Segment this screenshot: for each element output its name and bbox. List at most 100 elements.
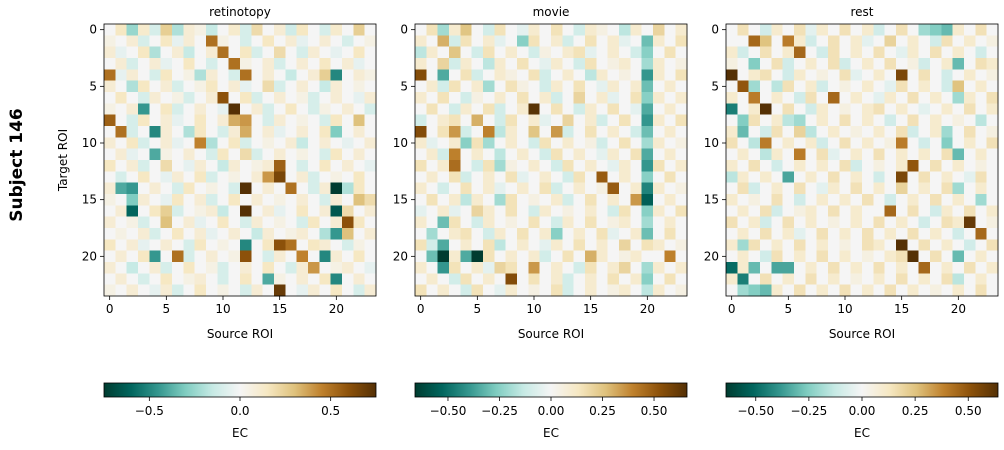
heatmap-cell [285, 273, 298, 286]
heatmap-cell [296, 80, 309, 93]
heatmap-cell [194, 69, 207, 82]
heatmap-cell [850, 205, 863, 218]
heatmap-cell [619, 69, 631, 82]
heatmap-cell [918, 92, 931, 104]
heatmap-cell [262, 35, 275, 48]
heatmap-cell [664, 262, 677, 274]
heatmap-cell [816, 35, 829, 48]
heatmap-cell [160, 262, 173, 274]
heatmap-cell [562, 228, 575, 240]
heatmap-cell [748, 250, 761, 263]
heatmap-cell [884, 273, 897, 286]
heatmap-cell [240, 228, 252, 240]
heatmap-cell [828, 182, 840, 195]
heatmap-cell [262, 239, 275, 252]
heatmap-cell [505, 114, 518, 127]
heatmap-cell [641, 46, 654, 59]
heatmap-cell [975, 228, 988, 240]
heatmap-cell [494, 194, 507, 206]
heatmap-cell [415, 194, 427, 206]
heatmap-cell [364, 171, 377, 184]
heatmap-cell [839, 160, 852, 172]
heatmap-cell [941, 80, 954, 93]
heatmap-cell [319, 171, 332, 184]
heatmap-cell [884, 92, 897, 104]
heatmap-cell [126, 205, 139, 218]
heatmap-cell [850, 24, 863, 36]
heatmap-cell [460, 35, 473, 48]
heatmap-cell [138, 205, 150, 218]
heatmap-cell [941, 103, 954, 116]
heatmap-cell [183, 80, 196, 93]
heatmap-cell [653, 103, 665, 116]
heatmap-cell [930, 228, 942, 240]
heatmap-cell [884, 46, 897, 59]
heatmap-cell [228, 137, 241, 150]
heatmap-cell [353, 126, 366, 138]
heatmap-cell [172, 239, 184, 252]
heatmap-cell [285, 262, 298, 274]
heatmap-cell [941, 46, 954, 59]
heatmap-cell [653, 114, 665, 127]
heatmap-cell [873, 262, 886, 274]
heatmap-cell [975, 114, 988, 127]
heatmap-cell [630, 35, 643, 48]
heatmap-cell [585, 228, 597, 240]
heatmap-cell [794, 126, 806, 138]
heatmap-cell [172, 103, 184, 116]
heatmap-cell [873, 171, 886, 184]
heatmap-cell [794, 160, 806, 172]
heatmap-cell [596, 273, 609, 286]
heatmap-cell [907, 137, 920, 150]
heatmap-cell [228, 69, 241, 82]
heatmap-cell [828, 205, 840, 218]
heatmap-cell [771, 126, 784, 138]
heatmap-cell [353, 239, 366, 252]
heatmap-cell [194, 239, 207, 252]
heatmap-cell [539, 137, 552, 150]
heatmap-cell [460, 216, 473, 229]
heatmap-cell [194, 58, 207, 70]
heatmap-cell [460, 137, 473, 150]
heatmap-cell [675, 24, 688, 36]
heatmap-cell [794, 205, 806, 218]
heatmap-cell [986, 160, 999, 172]
x-tick-label: 15 [272, 302, 287, 316]
heatmap-cell [619, 160, 631, 172]
heatmap-cell [364, 228, 377, 240]
heatmap-cell [585, 239, 597, 252]
heatmap-cell [126, 250, 139, 263]
heatmap-cell [641, 148, 654, 161]
heatmap-cell [342, 160, 354, 172]
heatmap-cell [194, 205, 207, 218]
heatmap-cell [884, 24, 897, 36]
heatmap-cell [149, 194, 162, 206]
heatmap-cell [839, 182, 852, 195]
heatmap-cell [528, 262, 541, 274]
heatmap-cell [296, 148, 309, 161]
heatmap-cell [607, 171, 620, 184]
heatmap-cell [505, 103, 518, 116]
heatmap-cell [364, 273, 377, 286]
heatmap-cell [483, 239, 495, 252]
heatmap-cell [183, 273, 196, 286]
heatmap-cell [896, 239, 908, 252]
heatmap-cell [782, 284, 795, 297]
heatmap-cell [551, 58, 563, 70]
heatmap-cell [528, 58, 541, 70]
heatmap-cell [296, 58, 309, 70]
heatmap-cell [884, 228, 897, 240]
heatmap-cell [675, 250, 688, 263]
heatmap-cell [183, 103, 196, 116]
heatmap-cell [941, 160, 954, 172]
heatmap-cell [415, 171, 427, 184]
x-tick-label: 5 [474, 302, 482, 316]
heatmap-cell [782, 262, 795, 274]
heatmap-cell [585, 273, 597, 286]
heatmap-cell [319, 24, 332, 36]
heatmap-cell [941, 205, 954, 218]
heatmap-cell [206, 24, 218, 36]
heatmap-cell [839, 103, 852, 116]
heatmap-cell [183, 148, 196, 161]
heatmap-cell [194, 148, 207, 161]
